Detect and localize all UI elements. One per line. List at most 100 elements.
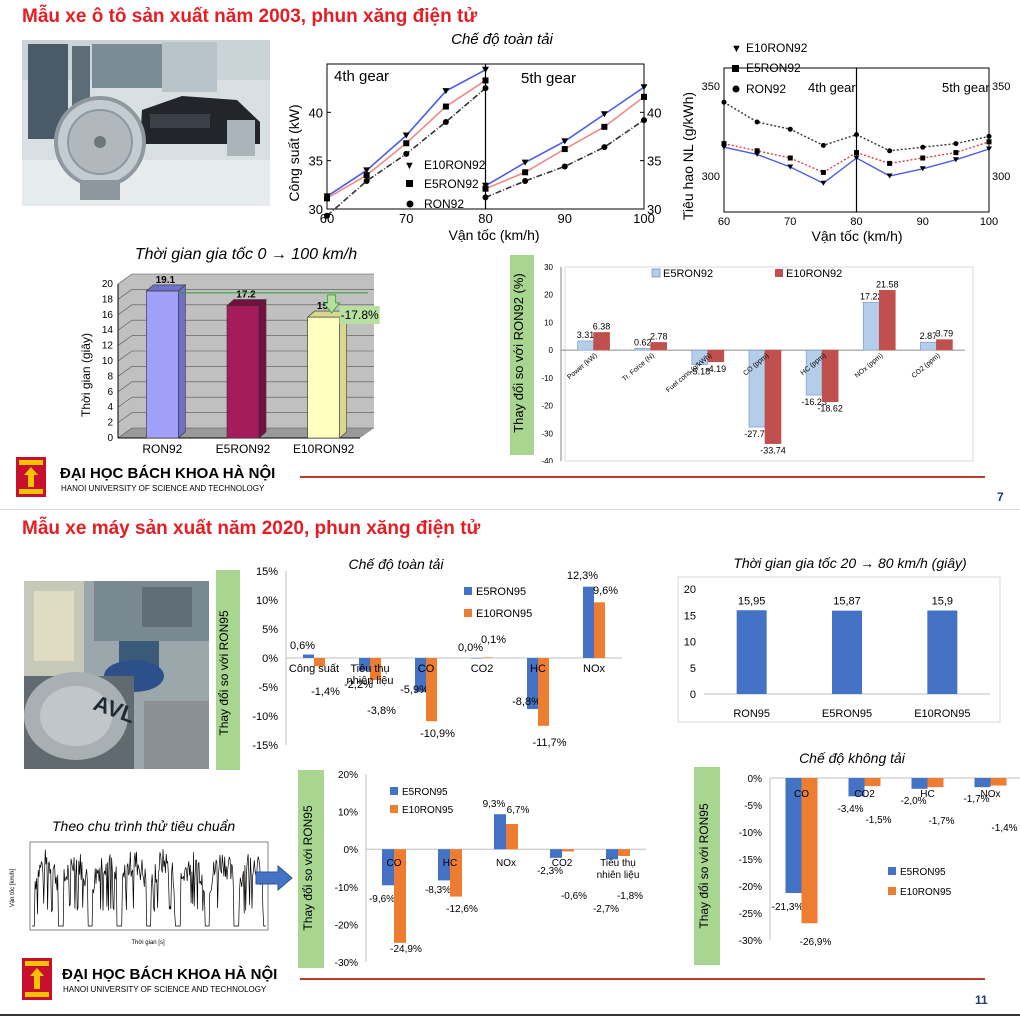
car-change-ytick: 30 — [544, 263, 553, 272]
motoCyclePlot-bar — [618, 849, 630, 856]
car-change-ytick: -20 — [541, 402, 553, 411]
moto-accel-xtick: RON95 — [733, 708, 770, 720]
motoFullPlot-value-label: -8,8% — [512, 696, 541, 708]
power-legend-marker — [406, 180, 413, 187]
moto-accel-xtick: E5RON95 — [822, 708, 872, 720]
bsfc-gear5-label: 5th gear — [942, 80, 990, 95]
page-number: 7 — [997, 490, 1004, 504]
power-gear5-label: 5th gear — [521, 70, 576, 87]
moto-accel-bar — [736, 610, 767, 694]
moto-full-legend: E5RON95 E10RON95 — [464, 586, 532, 620]
moto-cycle-chart: Thay đổi so với RON95 20% 10% 0% -10% -20% -3… — [301, 770, 646, 968]
motoFullPlot-xtick: Tiêu thụ — [350, 663, 389, 675]
legend-swatch-e10 — [390, 805, 398, 813]
power-point — [324, 195, 330, 202]
moto-accel-ytick: 15 — [684, 610, 696, 622]
power-line-ron92 — [485, 119, 645, 199]
power-point — [641, 117, 647, 124]
motoCyclePlot-ytick: 10% — [338, 808, 358, 819]
accel-xtick: E5RON92 — [216, 442, 271, 456]
power-point — [442, 119, 449, 125]
accel-down-arrow-icon — [322, 294, 341, 314]
power-legend-e5: E5RON92 — [424, 177, 479, 191]
motoCyclePlot-xtick: Tiêu thụ — [600, 858, 636, 869]
motoFullPlot-ytick: -5% — [258, 682, 278, 694]
motoCyclePlot-value-label: -0,6% — [561, 891, 587, 902]
bsfc-line-ron92 — [723, 101, 857, 147]
moto-full-title: Chế độ toàn tải — [349, 556, 445, 572]
bsfc-xtick: 60 — [718, 216, 730, 228]
accel-value-label: 17.2 — [236, 290, 256, 301]
car-change-value-label: -18.62 — [817, 404, 843, 414]
motoCyclePlot-ytick: 20% — [338, 770, 358, 781]
motoFullPlot-xtick: HC — [530, 663, 546, 675]
footer-rule — [300, 476, 985, 478]
accel-ytick: 14 — [102, 325, 114, 336]
motoIdlePlot-bar — [911, 778, 928, 789]
car-change-ytick: -40 — [541, 457, 553, 463]
bsfc-legend-marker — [732, 85, 740, 93]
motoFullPlot-bar — [527, 658, 538, 710]
motoFullPlot-xtick: CO — [418, 663, 435, 675]
motoIdlePlot-ytick: -30% — [739, 936, 762, 947]
motoCyclePlot-bar — [394, 849, 406, 943]
car-change-value-label: -27.76 — [744, 429, 770, 439]
bsfc-point — [887, 148, 893, 154]
moto-cycle-legend: E5RON95 E10RON95 — [390, 787, 454, 816]
bsfc-point — [887, 160, 893, 166]
car-accel-chart: Thời gian gia tốc 0 → 100 km/h 0 2 4 6 8 10 12… — [79, 246, 380, 456]
bsfc-point — [721, 141, 727, 147]
accel-ytick: 12 — [102, 341, 114, 352]
moto-accel-value-label: 15,9 — [932, 596, 953, 608]
car-change-legend-e10: E10RON92 — [786, 268, 842, 280]
power-point — [640, 84, 648, 91]
motoFullPlot-value-label: 12,3% — [567, 570, 598, 582]
power-xtick: 90 — [558, 211, 572, 226]
motoIdlePlot-bar — [848, 778, 865, 797]
motoFullPlot-value-label: 0,6% — [290, 640, 315, 652]
university-name: ĐẠI HỌC BÁCH KHOA HÀ NỘI — [62, 966, 278, 983]
power-point — [402, 132, 410, 139]
car-change-plot-area: -40 -30 -20 -10 0 10 20 30 3.31 0.62 -5.18 -27.76 -1… — [541, 263, 974, 463]
motoIdlePlot-xtick: HC — [920, 789, 934, 800]
motoFullPlot-bar — [370, 658, 381, 681]
accel-grid — [117, 304, 133, 316]
power-legend: ▼ E10RON92 E5RON92 RON92 — [404, 158, 486, 211]
power-xlabel: Vận tốc (km/h) — [448, 227, 539, 243]
power-point — [601, 123, 608, 130]
power-ytick-left: 40 — [309, 105, 323, 120]
power-point — [641, 93, 647, 100]
moto-full-plot-area: 15% 10% 5% 0% -5% -10% -15% 0,6% -2,2% -5,9% 0,0% -… — [252, 566, 622, 752]
accel-value-label: 19.1 — [156, 275, 176, 286]
accel-ytick: 0 — [107, 433, 113, 444]
bsfc-line-ron92 — [856, 133, 990, 152]
motoIdlePlot-value-label: -3,4% — [837, 804, 863, 815]
power-point — [442, 88, 450, 95]
bsfc-point — [787, 155, 793, 161]
power-point — [522, 169, 529, 176]
motoFullPlot-value-label: -11,7% — [532, 737, 566, 749]
power-point — [363, 177, 370, 184]
power-point — [403, 150, 410, 157]
moto-cycle-ylabel: Thay đổi so với RON95 — [301, 805, 315, 931]
legend-swatch-e5 — [464, 587, 472, 595]
motoCyclePlot-bar — [562, 849, 574, 852]
bsfc-xtick: 90 — [917, 216, 929, 228]
motoCyclePlot-value-label: 6,7% — [507, 805, 530, 816]
motoIdlePlot-bar — [927, 778, 944, 788]
car-dyno-photo — [22, 40, 270, 206]
car-change-value-label: 17.22 — [860, 291, 883, 301]
motoCyclePlot-xtick: CO2 — [552, 858, 573, 869]
moto-accel-bar — [927, 610, 958, 694]
motoIdlePlot-value-label: -1,5% — [865, 815, 891, 826]
moto-idle-title: Chế độ không tải — [799, 750, 906, 766]
motoIdlePlot-ytick: -25% — [739, 909, 762, 920]
accel-bar-top — [226, 299, 267, 306]
section-divider — [0, 509, 1020, 510]
motoFullPlot-value-label: 0,1% — [481, 634, 506, 646]
motoFullPlot-xtick: Công suất — [289, 663, 339, 675]
accel-ytick: 18 — [102, 294, 114, 305]
accel-annotation: -17.8% — [341, 308, 379, 322]
motoCyclePlot-xtick: HC — [443, 858, 457, 869]
motoFullPlot-value-label: 0,0% — [458, 642, 483, 654]
